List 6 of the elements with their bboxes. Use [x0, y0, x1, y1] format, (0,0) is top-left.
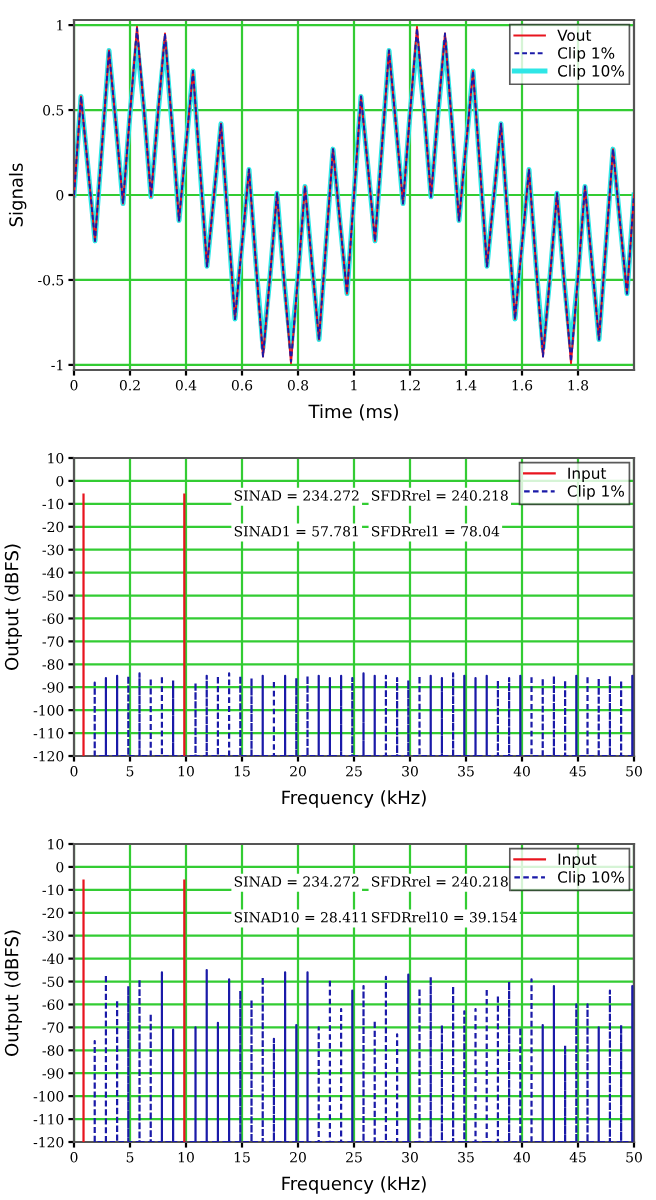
y-axis-title: Output (dBFS) — [4, 544, 22, 670]
y-axis-title: Signals — [8, 163, 27, 227]
y-axis-title: Output (dBFS) — [4, 930, 22, 1056]
x-axis-title: Time (ms) — [308, 404, 398, 421]
x-axis-title: Frequency (kHz) — [282, 1176, 426, 1194]
x-axis-title: Frequency (kHz) — [282, 790, 426, 808]
